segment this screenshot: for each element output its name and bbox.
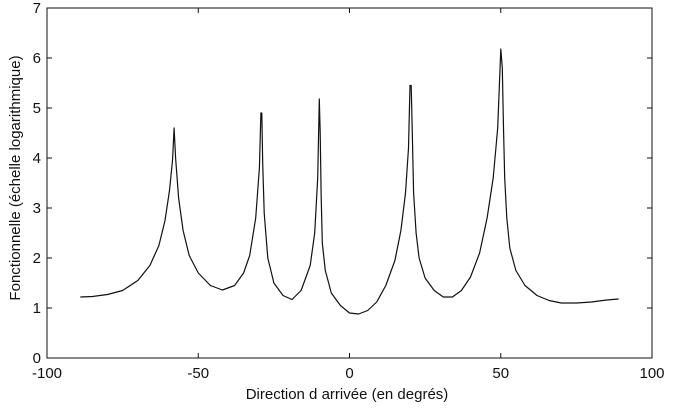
y-tick-label: 5 xyxy=(33,100,41,117)
x-tick-label: 100 xyxy=(639,365,664,382)
y-tick-label: 2 xyxy=(33,250,41,267)
y-tick-label: 6 xyxy=(33,50,41,67)
y-tick-label: 4 xyxy=(33,150,41,167)
x-tick-label: 0 xyxy=(345,365,353,382)
y-tick-label: 3 xyxy=(33,200,41,217)
plot-frame xyxy=(46,7,653,359)
plot-area xyxy=(46,7,653,359)
x-tick-label: -50 xyxy=(187,365,209,382)
series-line xyxy=(80,48,619,315)
axis-ticks: -100 -50 0 50 100 0 1 2 3 4 5 6 7 xyxy=(32,0,665,382)
y-tick-label: 7 xyxy=(33,0,41,17)
x-tick-label: -100 xyxy=(32,365,62,382)
y-tick-label: 1 xyxy=(33,300,41,317)
y-axis-label: Fonctionnelle (échelle logarithmique) xyxy=(7,55,24,300)
x-axis-label: Direction d arrivée (en degrés) xyxy=(246,386,449,403)
x-tick-label: 50 xyxy=(492,365,509,382)
y-tick-label: 0 xyxy=(33,350,41,367)
